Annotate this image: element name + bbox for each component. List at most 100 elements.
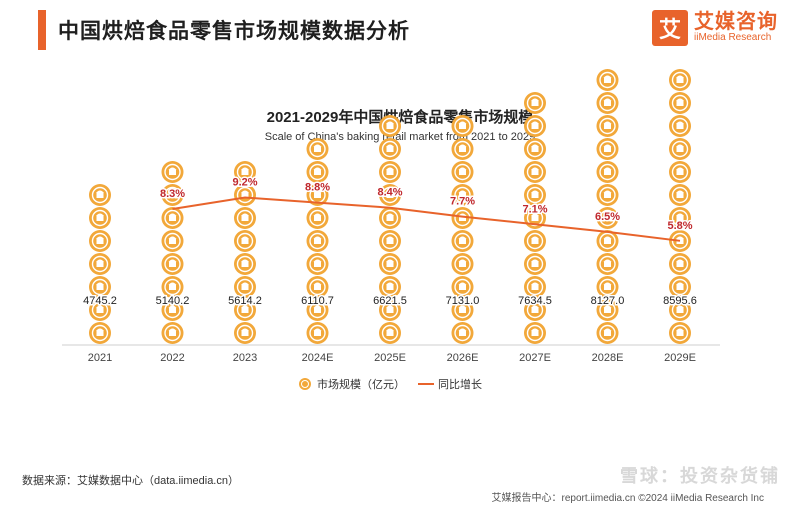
cake-icon — [314, 239, 321, 244]
coin-ring — [526, 94, 544, 112]
coin-ring — [164, 301, 181, 319]
cake-icon-top — [168, 305, 177, 308]
cake-icon — [241, 262, 249, 267]
cake-icon-top — [313, 282, 322, 285]
cake-icon — [241, 239, 249, 244]
cake-icon-top — [386, 236, 394, 239]
cake-icon-top — [531, 328, 539, 331]
cake-icon-top — [458, 259, 467, 262]
coin-ring — [164, 209, 181, 227]
coin-ring — [381, 232, 399, 250]
cake-icon-top — [458, 144, 467, 147]
cake-icon — [386, 216, 394, 221]
bar-2026E — [451, 115, 474, 344]
coin-ring — [454, 301, 471, 319]
coin-ring — [599, 209, 616, 227]
cake-icon-top — [313, 328, 322, 331]
cake-icon-top — [603, 259, 612, 262]
x-tick-label: 2022 — [160, 352, 184, 364]
cake-icon-top — [168, 236, 177, 239]
coin-ring — [526, 163, 544, 181]
cake-icon-top — [241, 167, 249, 170]
cake-icon — [169, 170, 176, 175]
coin-ring — [599, 186, 616, 204]
cake-icon — [531, 124, 539, 129]
cake-icon — [604, 262, 611, 267]
coin-ring — [381, 186, 399, 204]
cake-icon-top — [96, 190, 104, 193]
cake-icon — [386, 239, 394, 244]
coin-ring — [91, 232, 109, 250]
cake-icon — [604, 170, 611, 175]
cake-icon-top — [676, 167, 684, 170]
cake-icon — [459, 216, 466, 221]
coin-ring — [599, 301, 616, 319]
cake-icon-top — [386, 190, 394, 193]
coin-ring — [381, 255, 399, 273]
cake-icon-top — [241, 305, 249, 308]
cake-icon — [314, 170, 321, 175]
coin-ring — [599, 255, 616, 273]
cake-icon-top — [386, 167, 394, 170]
cake-icon-top — [313, 213, 322, 216]
bar-value-label: 4745.2 — [83, 295, 117, 307]
cake-icon-top — [531, 121, 539, 124]
coin-ring — [309, 255, 326, 273]
cake-icon-top — [96, 328, 104, 331]
coin-ring — [526, 301, 544, 319]
coin-ring — [236, 301, 254, 319]
cake-icon — [314, 262, 321, 267]
cake-icon-top — [676, 213, 684, 216]
cake-icon-top — [386, 213, 394, 216]
cake-icon — [386, 193, 394, 198]
cake-icon — [96, 239, 104, 244]
coin-ring — [381, 324, 399, 342]
cake-icon — [96, 285, 104, 290]
cake-icon — [314, 216, 321, 221]
coin-ring — [526, 232, 544, 250]
cake-icon — [459, 170, 466, 175]
cake-icon-top — [531, 305, 539, 308]
cake-icon-top — [676, 144, 684, 147]
cake-icon-top — [603, 282, 612, 285]
bar-value-label: 8595.6 — [663, 295, 697, 307]
cake-icon — [676, 124, 684, 129]
cake-icon — [96, 331, 104, 336]
cake-icon — [604, 331, 611, 336]
cake-icon-top — [241, 282, 249, 285]
coin-ring — [599, 278, 616, 296]
coin-ring — [309, 209, 326, 227]
coin-ring — [671, 71, 689, 89]
cake-icon — [676, 147, 684, 152]
cake-icon — [604, 78, 611, 83]
cake-icon — [676, 216, 684, 221]
cake-icon-top — [96, 236, 104, 239]
x-tick-label: 2024E — [302, 352, 334, 364]
cake-icon-top — [241, 190, 249, 193]
cake-icon — [459, 308, 466, 313]
cake-icon — [241, 216, 249, 221]
coin-ring — [671, 232, 689, 250]
bar-2022 — [161, 161, 184, 344]
page-title: 中国烘焙食品零售市场规模数据分析 — [58, 20, 410, 43]
cake-icon-top — [168, 190, 177, 193]
coin-ring — [91, 209, 109, 227]
cake-icon-top — [241, 328, 249, 331]
cake-icon-top — [313, 167, 322, 170]
x-tick-label: 2025E — [374, 352, 406, 364]
coin-ring — [236, 209, 254, 227]
coin-ring — [164, 163, 181, 181]
cake-icon-top — [96, 305, 104, 308]
legend-bar-label: 市场规模（亿元） — [317, 377, 405, 391]
bar-value-label: 7131.0 — [446, 295, 480, 307]
cake-icon — [604, 193, 611, 198]
legend: 市场规模（亿元） 同比增长 — [299, 377, 482, 391]
coin-ring — [526, 117, 544, 135]
cake-icon-top — [168, 167, 177, 170]
cake-icon — [386, 262, 394, 267]
coin-ring — [671, 186, 689, 204]
cake-icon — [96, 308, 104, 313]
coin-ring — [599, 232, 616, 250]
cake-icon — [386, 170, 394, 175]
